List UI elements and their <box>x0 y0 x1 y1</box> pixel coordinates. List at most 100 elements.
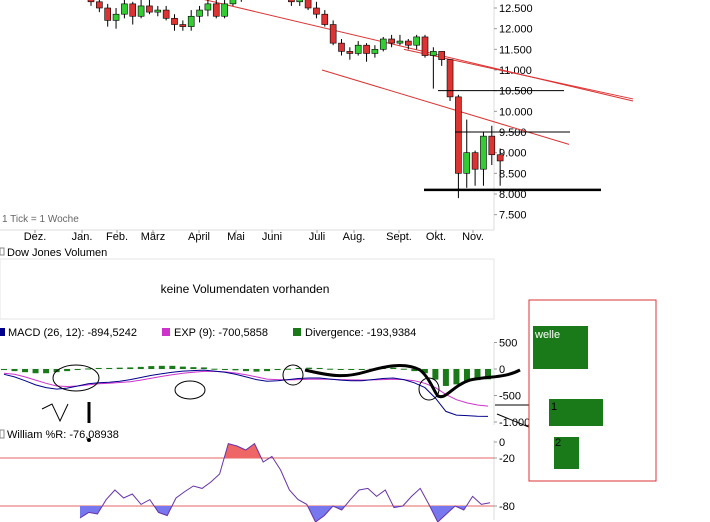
price-x-tick-label: Dez. <box>24 231 47 243</box>
divergence-bar <box>432 369 439 380</box>
divergence-bar <box>116 367 123 369</box>
price-panel: Dez. Jan. Feb. März April Mai Juni Juli Aug. Sept… <box>0 0 634 243</box>
candle-down <box>240 0 242 2</box>
candle-body <box>179 24 187 27</box>
candle-body <box>187 15 195 27</box>
divergence-bar <box>453 369 460 385</box>
price-y-tick-label: 10.000 <box>499 106 533 118</box>
candle-body <box>221 3 228 17</box>
candle-down <box>421 34 429 58</box>
candle-body <box>321 13 329 25</box>
divergence-bar <box>127 367 134 369</box>
candle-down <box>146 0 153 15</box>
williams-y-tick-label: 0 <box>499 437 505 449</box>
price-y-tick-label: 12.000 <box>499 24 533 36</box>
candle-body <box>404 40 412 46</box>
annotation-ellipse-2 <box>174 380 206 400</box>
candle-body <box>488 135 496 156</box>
price-y-tick-label: 8.500 <box>499 168 527 180</box>
candle-down <box>363 43 370 62</box>
candle-up <box>371 45 379 58</box>
candle-down <box>87 0 95 6</box>
candle-body <box>288 0 295 3</box>
candle-body <box>496 154 504 162</box>
price-x-tick-label: Feb. <box>106 231 128 243</box>
candle-body <box>112 13 120 21</box>
price-x-tick-label: März <box>141 231 165 243</box>
annotation-ellipse-3 <box>282 364 304 386</box>
candle-down <box>404 39 412 50</box>
candle-up <box>413 34 420 50</box>
candle-body <box>204 3 212 11</box>
candle-up <box>187 10 195 31</box>
candle-down <box>446 59 454 101</box>
exp-line <box>3 370 489 407</box>
candle-body <box>304 0 312 9</box>
candle-body <box>346 51 354 54</box>
price-x-tick-label: Aug. <box>343 231 366 243</box>
candle-body <box>388 38 395 44</box>
divergence-bar <box>106 367 113 369</box>
williams-legend-swatch <box>0 429 5 439</box>
divergence-bar <box>148 366 155 369</box>
price-y-tick-label: 9.500 <box>499 127 527 139</box>
candle-body <box>379 38 387 50</box>
divergence-bar <box>11 369 18 372</box>
candle-body <box>354 44 362 54</box>
candle-body <box>371 49 379 54</box>
candle-body <box>154 9 162 13</box>
exp-legend-swatch <box>162 328 170 336</box>
divergence-bar <box>221 369 228 370</box>
divergence-bar <box>158 365 165 369</box>
candle-body <box>171 18 178 25</box>
divergence-bar <box>295 367 302 369</box>
candle-up <box>396 34 404 46</box>
price-y-tick-label: 7.500 <box>499 210 527 222</box>
price-x-tick-label: Mai <box>227 231 245 243</box>
candle-up <box>463 119 471 188</box>
candle-up <box>221 0 228 19</box>
divergence-bar <box>200 367 207 369</box>
macd-legend-swatch <box>0 328 5 336</box>
candle-up <box>137 0 145 19</box>
candle-down <box>304 0 312 11</box>
divergence-bar <box>85 368 92 370</box>
candle-body <box>430 51 437 56</box>
candle-body <box>438 51 446 60</box>
volume-message: keine Volumendaten vorhanden <box>161 282 330 296</box>
macd-legend: MACD (26, 12): -894,5242 EXP (9): -700,5… <box>0 327 416 339</box>
candle-body <box>471 152 479 170</box>
divergence-bar <box>400 368 407 370</box>
candle-body <box>129 3 137 17</box>
candle-body <box>104 7 111 21</box>
candle-body <box>87 0 95 3</box>
divergence-bar <box>442 369 449 386</box>
williams-oversold-fill <box>154 506 172 516</box>
candle-body <box>196 9 203 17</box>
tick-note: 1 Tick = 1 Woche <box>2 214 79 225</box>
price-x-tick-label: Juni <box>262 231 282 243</box>
volume-legend-marker <box>0 247 5 256</box>
divergence-bar <box>285 368 292 370</box>
candle-down <box>162 5 170 21</box>
candle-body <box>396 40 404 44</box>
divergence-bar <box>463 369 470 382</box>
wave-box <box>533 326 588 369</box>
divergence-bar <box>348 369 355 370</box>
williams-panel: 0 -20 -80 <box>0 437 515 522</box>
candle-body <box>421 36 429 56</box>
divergence-bar <box>1 369 7 371</box>
candle-body <box>96 1 103 9</box>
divergence-bar <box>43 369 50 374</box>
price-y-tick-label: 12.500 <box>499 3 533 15</box>
candle-body <box>338 42 345 52</box>
annotation-check-mark <box>41 403 69 423</box>
candle-down <box>438 51 446 66</box>
price-x-tick-label: Juli <box>309 231 326 243</box>
exp-legend-label: EXP (9): -700,5858 <box>174 327 268 339</box>
williams-y-tick-label: -20 <box>499 453 515 465</box>
candle-down <box>329 20 337 46</box>
candle-down <box>455 94 462 199</box>
candle-down <box>171 14 178 31</box>
macd-y-tick-label: 500 <box>499 338 517 350</box>
